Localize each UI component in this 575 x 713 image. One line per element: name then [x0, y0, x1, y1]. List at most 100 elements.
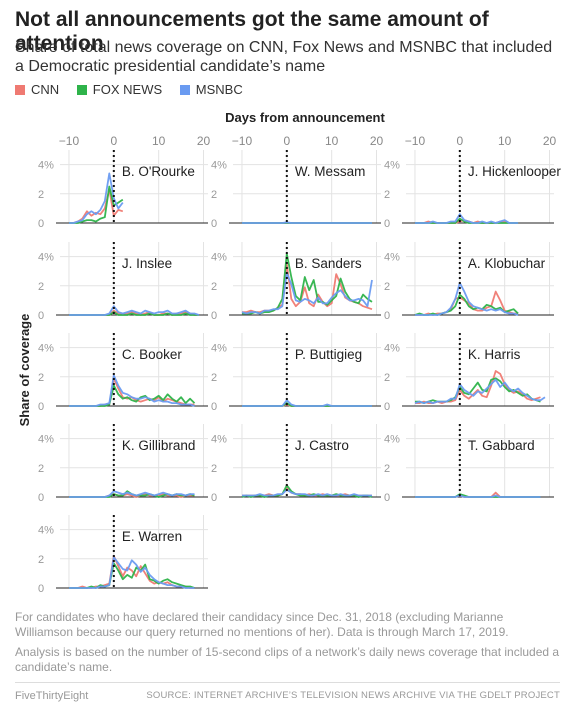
y-tick-label: 4% — [384, 252, 400, 264]
x-tick-label: 0 — [456, 134, 463, 148]
y-tick-label: 2 — [384, 463, 390, 475]
series-line-msnbc — [242, 399, 372, 407]
y-tick-label: 0 — [38, 492, 44, 504]
series-line-msnbc — [69, 305, 200, 316]
y-tick-label: 0 — [38, 583, 44, 595]
y-tick-label: 0 — [38, 401, 44, 413]
panel-label: J. Castro — [295, 438, 349, 453]
legend-item-fox: FOX NEWS — [76, 82, 163, 97]
panel-label: C. Booker — [122, 347, 183, 362]
legend-item-cnn: CNN — [15, 82, 59, 97]
y-tick-label: 2 — [211, 281, 217, 293]
y-axis-title: Share of coverage — [17, 314, 32, 427]
series-line-fox-news — [242, 252, 373, 315]
panel-label: W. Messam — [295, 164, 366, 179]
series-line-msnbc — [414, 378, 546, 405]
panel-label: P. Buttigieg — [295, 347, 362, 362]
y-tick-label: 2 — [384, 189, 390, 201]
series-line-msnbc — [69, 374, 195, 407]
panel-k-gillibrand: 0 2 4% K. Gillibrand — [38, 424, 208, 504]
panel-j-hickenlooper: 0 2 4% −10 0 10 20 J. Hickenlooper — [384, 134, 561, 230]
series-line-msnbc — [415, 213, 519, 224]
panel-label: J. Hickenlooper — [468, 164, 562, 179]
legend-swatch-cnn — [15, 85, 25, 95]
y-tick-label: 4% — [38, 525, 54, 537]
y-tick-label: 2 — [38, 463, 44, 475]
y-tick-label: 2 — [211, 189, 217, 201]
y-tick-label: 0 — [211, 401, 217, 413]
panel-label: T. Gabbard — [468, 438, 535, 453]
y-tick-label: 0 — [211, 218, 217, 230]
y-tick-label: 2 — [38, 281, 44, 293]
panel-w-messam: 0 2 4% −10 0 10 20 W. Messam — [211, 134, 384, 230]
panel-label: E. Warren — [122, 529, 182, 544]
y-tick-label: 2 — [38, 554, 44, 566]
y-tick-label: 0 — [384, 492, 390, 504]
y-tick-label: 0 — [38, 218, 44, 230]
x-tick-label: 0 — [110, 134, 117, 148]
series-line-msnbc — [242, 221, 372, 224]
brand-name: FiveThirtyEight — [15, 690, 89, 702]
panel-label: K. Gillibrand — [122, 438, 196, 453]
small-multiples-chart: Days from announcement Share of coverage 0… — [17, 110, 561, 595]
y-tick-label: 4% — [38, 434, 54, 446]
y-tick-label: 4% — [38, 160, 54, 172]
legend-label-fox: FOX NEWS — [92, 82, 163, 97]
legend-label-msnbc: MSNBC — [195, 82, 243, 97]
y-tick-label: 4% — [211, 343, 227, 355]
x-tick-label: 20 — [197, 134, 211, 148]
y-tick-label: 4% — [384, 434, 400, 446]
legend-swatch-msnbc — [179, 85, 190, 95]
y-tick-label: 4% — [38, 343, 54, 355]
series-line-fox-news — [69, 562, 195, 589]
y-tick-label: 4% — [211, 252, 227, 264]
footnote-1: For candidates who have declared their c… — [15, 610, 509, 639]
x-tick-label: 20 — [543, 134, 557, 148]
x-axis-title: Days from announcement — [225, 110, 385, 125]
x-tick-label: 20 — [370, 134, 384, 148]
series-line-msnbc — [241, 271, 373, 315]
x-tick-label: 0 — [283, 134, 290, 148]
legend: CNN FOX NEWS MSNBC — [15, 82, 257, 97]
panel-j-inslee: 0 2 4% J. Inslee — [38, 242, 208, 322]
y-tick-label: 0 — [384, 401, 390, 413]
x-tick-label: −10 — [59, 134, 80, 148]
series-line-msnbc — [69, 556, 195, 589]
legend-label-cnn: CNN — [31, 82, 60, 97]
series-line-msnbc — [69, 172, 124, 224]
panel-e-warren: 0 2 4% E. Warren — [38, 515, 208, 595]
panel-label: B. O'Rourke — [122, 164, 195, 179]
y-tick-label: 4% — [211, 160, 227, 172]
source-line: SOURCE: INTERNET ARCHIVE’S TELEVISION NE… — [146, 690, 560, 701]
panel-t-gabbard: 0 2 4% T. Gabbard — [384, 424, 554, 504]
panel-p-buttigieg: 0 2 4% P. Buttigieg — [211, 333, 381, 413]
y-tick-label: 2 — [211, 372, 217, 384]
y-tick-label: 2 — [211, 463, 217, 475]
y-tick-label: 2 — [384, 281, 390, 293]
chart-subtitle: Share of total news coverage on CNN, Fox… — [15, 39, 553, 75]
y-tick-label: 4% — [38, 252, 54, 264]
panel-label: J. Inslee — [122, 256, 172, 271]
y-tick-label: 4% — [384, 343, 400, 355]
panel-b-o-rourke: 0 2 4% −10 0 10 20 B. O'Rourke — [38, 134, 211, 230]
series-line-fox-news — [414, 293, 519, 316]
series-line-msnbc — [415, 494, 541, 498]
y-tick-label: 4% — [211, 434, 227, 446]
chart-title: Not all announcements got the same amoun… — [15, 8, 489, 55]
series-line-cnn — [415, 370, 541, 405]
panel-j-castro: 0 2 4% J. Castro — [211, 424, 381, 504]
series-line-msnbc — [69, 490, 195, 498]
x-tick-label: 10 — [152, 134, 166, 148]
series-line-cnn — [242, 262, 373, 314]
legend-item-msnbc: MSNBC — [179, 82, 243, 97]
y-tick-label: 2 — [38, 189, 44, 201]
x-tick-label: −10 — [232, 134, 253, 148]
series-line-fox-news — [415, 377, 541, 405]
panel-label: B. Sanders — [295, 256, 362, 271]
panel-b-sanders: 0 2 4% B. Sanders — [211, 242, 381, 322]
x-tick-label: −10 — [405, 134, 426, 148]
y-tick-label: 4% — [384, 160, 400, 172]
series-line-msnbc — [415, 281, 519, 316]
panel-c-booker: 0 2 4% C. Booker — [38, 333, 208, 413]
x-tick-label: 10 — [498, 134, 512, 148]
